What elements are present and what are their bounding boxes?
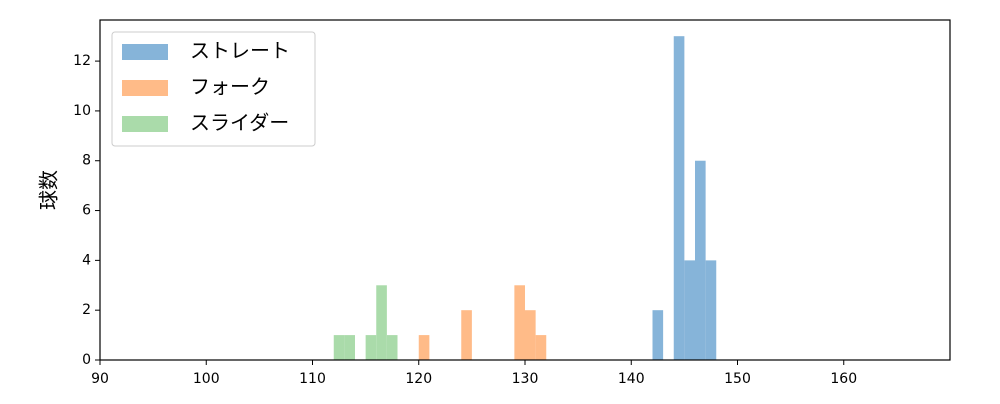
histogram-bar [652, 310, 664, 360]
histogram-bar [365, 335, 377, 360]
legend-label: ストレート [190, 39, 290, 63]
x-tick-label: 110 [299, 371, 326, 387]
x-tick-label: 140 [618, 371, 645, 387]
legend-swatch [122, 80, 168, 96]
histogram-bar [705, 260, 717, 360]
y-tick-label: 10 [73, 103, 91, 119]
histogram-bar [376, 285, 387, 360]
histogram-bar [514, 285, 525, 360]
y-tick-label: 4 [82, 252, 91, 268]
histogram-bar [461, 310, 472, 360]
histogram-bar [673, 36, 685, 360]
y-axis-label: 球数 [37, 170, 61, 210]
y-tick-label: 2 [82, 302, 91, 318]
legend-label: スライダー [190, 111, 289, 135]
histogram-bar [386, 335, 398, 360]
legend-swatch [122, 44, 168, 60]
histogram-bar [684, 260, 695, 360]
x-tick-label: 100 [193, 371, 220, 387]
x-tick-label: 130 [512, 371, 539, 387]
x-tick-label: 120 [405, 371, 432, 387]
x-tick-label: 160 [830, 371, 857, 387]
y-tick-label: 8 [82, 153, 91, 169]
x-tick-label: 90 [91, 371, 109, 387]
legend-label: フォーク [190, 75, 270, 99]
x-tick-label: 150 [724, 371, 751, 387]
y-tick-label: 0 [82, 352, 91, 368]
histogram-bar [344, 335, 355, 360]
legend-swatch [122, 116, 168, 132]
histogram-bar [695, 160, 706, 360]
histogram-bar [525, 310, 536, 360]
histogram-bar [418, 335, 430, 360]
y-tick-label: 12 [73, 53, 91, 69]
histogram-bar [535, 335, 547, 360]
histogram-bar [333, 335, 345, 360]
y-tick-label: 6 [82, 203, 91, 219]
